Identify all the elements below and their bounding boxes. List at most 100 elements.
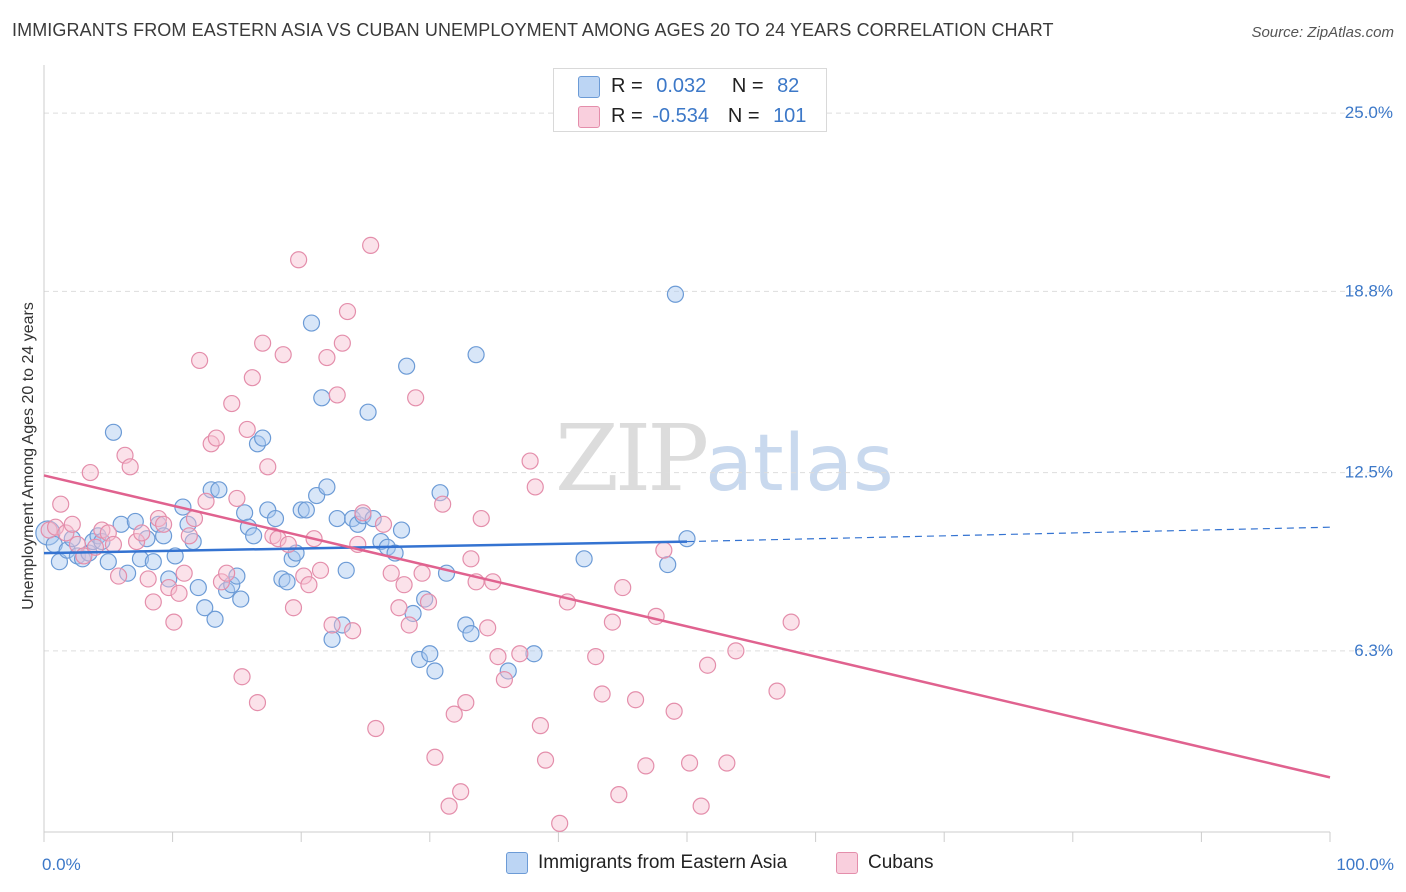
cubans-point — [479, 619, 497, 637]
cubans-point — [238, 420, 256, 439]
eastern-asia-point — [313, 389, 331, 407]
cubans-point — [264, 527, 282, 545]
legend-n-label: N = — [727, 105, 760, 127]
cubans-point — [419, 593, 438, 611]
eastern-asia-point — [99, 553, 117, 571]
eastern-asia-point — [372, 532, 390, 551]
x-tick-label: 100.0% — [1336, 855, 1394, 874]
cubans-point — [328, 386, 346, 404]
cubans-point — [452, 783, 470, 801]
eastern-asia-point — [266, 509, 285, 528]
cubans-point — [354, 504, 372, 522]
eastern-asia-point — [104, 423, 123, 441]
cubans-point — [367, 719, 385, 738]
cubans-point — [413, 564, 431, 582]
cubans-point — [395, 576, 413, 594]
legend-r-value: 0.032 — [656, 75, 707, 97]
cubans-point — [311, 561, 330, 579]
cubans-point — [655, 541, 673, 559]
legend-n-value: 82 — [777, 75, 800, 97]
cubans-point — [223, 394, 241, 413]
eastern-asia-point — [278, 573, 296, 591]
eastern-asia-point — [467, 346, 485, 364]
eastern-asia-point — [364, 509, 382, 528]
eastern-asia-trendline — [43, 540, 688, 555]
legend-n-value: 101 — [773, 105, 807, 127]
y-tick-label: 18.8% — [1345, 281, 1393, 300]
cubans-point — [511, 645, 529, 663]
cubans-point — [551, 814, 569, 832]
cubans-point — [374, 515, 393, 533]
cubans-point — [382, 564, 400, 582]
cubans-point — [243, 369, 261, 387]
cubans-point — [526, 478, 544, 496]
cubans-point — [610, 786, 628, 804]
cubans-point — [603, 613, 622, 631]
cubans-point — [259, 458, 277, 476]
eastern-asia-point — [297, 501, 315, 519]
eastern-asia-point — [457, 616, 475, 634]
cubans-point — [614, 578, 632, 597]
cubans-point — [165, 613, 183, 631]
cubans-point — [665, 702, 683, 720]
eastern-asia-point — [323, 630, 341, 648]
y-axis-label: Unemployment Among Ages 20 to 24 years — [20, 302, 37, 610]
cubans-point — [782, 613, 800, 631]
cubans-point — [154, 515, 173, 533]
cubans-point — [390, 599, 408, 617]
cubans-point — [445, 705, 463, 723]
cubans-point — [472, 509, 490, 528]
cubans-point — [521, 452, 539, 470]
cubans-point — [127, 532, 146, 551]
cubans-point — [400, 616, 418, 634]
cubans-point — [191, 351, 209, 370]
legend-stats-cubans: R = -0.534 N = 101 — [611, 105, 806, 128]
eastern-asia-point — [232, 590, 250, 608]
cubans-point — [698, 656, 717, 674]
cubans-point — [300, 576, 318, 594]
cubans-point — [254, 334, 272, 352]
cubans-point — [218, 564, 236, 582]
legend-r-value: -0.534 — [652, 105, 709, 127]
cubans-point — [462, 550, 480, 568]
eastern-asia-point — [292, 501, 310, 519]
cubans-point — [426, 748, 444, 766]
cubans-point — [727, 642, 745, 660]
eastern-asia-point — [337, 561, 355, 579]
legend-stats-eastern-asia: R = 0.032 N = 82 — [611, 75, 799, 98]
legend-swatch-pink — [578, 106, 600, 128]
bottom-legend-swatch-pink — [836, 852, 858, 874]
eastern-asia-point — [144, 553, 162, 571]
cubans-point — [718, 754, 736, 772]
cubans-point — [180, 527, 198, 545]
eastern-asia-point — [398, 357, 416, 375]
legend-r-label: R = — [611, 105, 643, 127]
eastern-asia-point — [273, 570, 291, 588]
eastern-asia-point — [189, 578, 207, 597]
bottom-legend-eastern-asia: Immigrants from Eastern Asia — [506, 852, 787, 874]
cubans-point — [489, 647, 507, 666]
legend-r-label: R = — [611, 75, 643, 97]
cubans-point — [284, 599, 303, 617]
bottom-legend-label-cubans: Cubans — [868, 852, 934, 873]
eastern-asia-point — [302, 314, 321, 332]
cubans-point — [63, 515, 81, 533]
watermark-zip: ZIP — [555, 405, 709, 512]
cubans-point — [338, 302, 357, 321]
eastern-asia-point — [318, 478, 336, 496]
cubans-point — [57, 524, 75, 542]
eastern-asia-point — [112, 515, 130, 533]
watermark: ZIPatlas — [555, 405, 894, 512]
bottom-legend-cubans: Cubans — [836, 852, 934, 874]
cubans-point — [680, 754, 699, 772]
eastern-asia-point — [499, 662, 517, 680]
eastern-asia-point — [196, 599, 214, 617]
eastern-asia-point — [575, 550, 593, 568]
correlation-legend: R = 0.032 N = 82 R = -0.534 N = 101 — [553, 68, 827, 132]
cubans-point — [197, 492, 215, 510]
eastern-asia-point — [245, 527, 263, 545]
legend-n-label: N = — [731, 75, 764, 97]
cubans-point — [434, 495, 452, 513]
cubans-point — [333, 334, 351, 352]
